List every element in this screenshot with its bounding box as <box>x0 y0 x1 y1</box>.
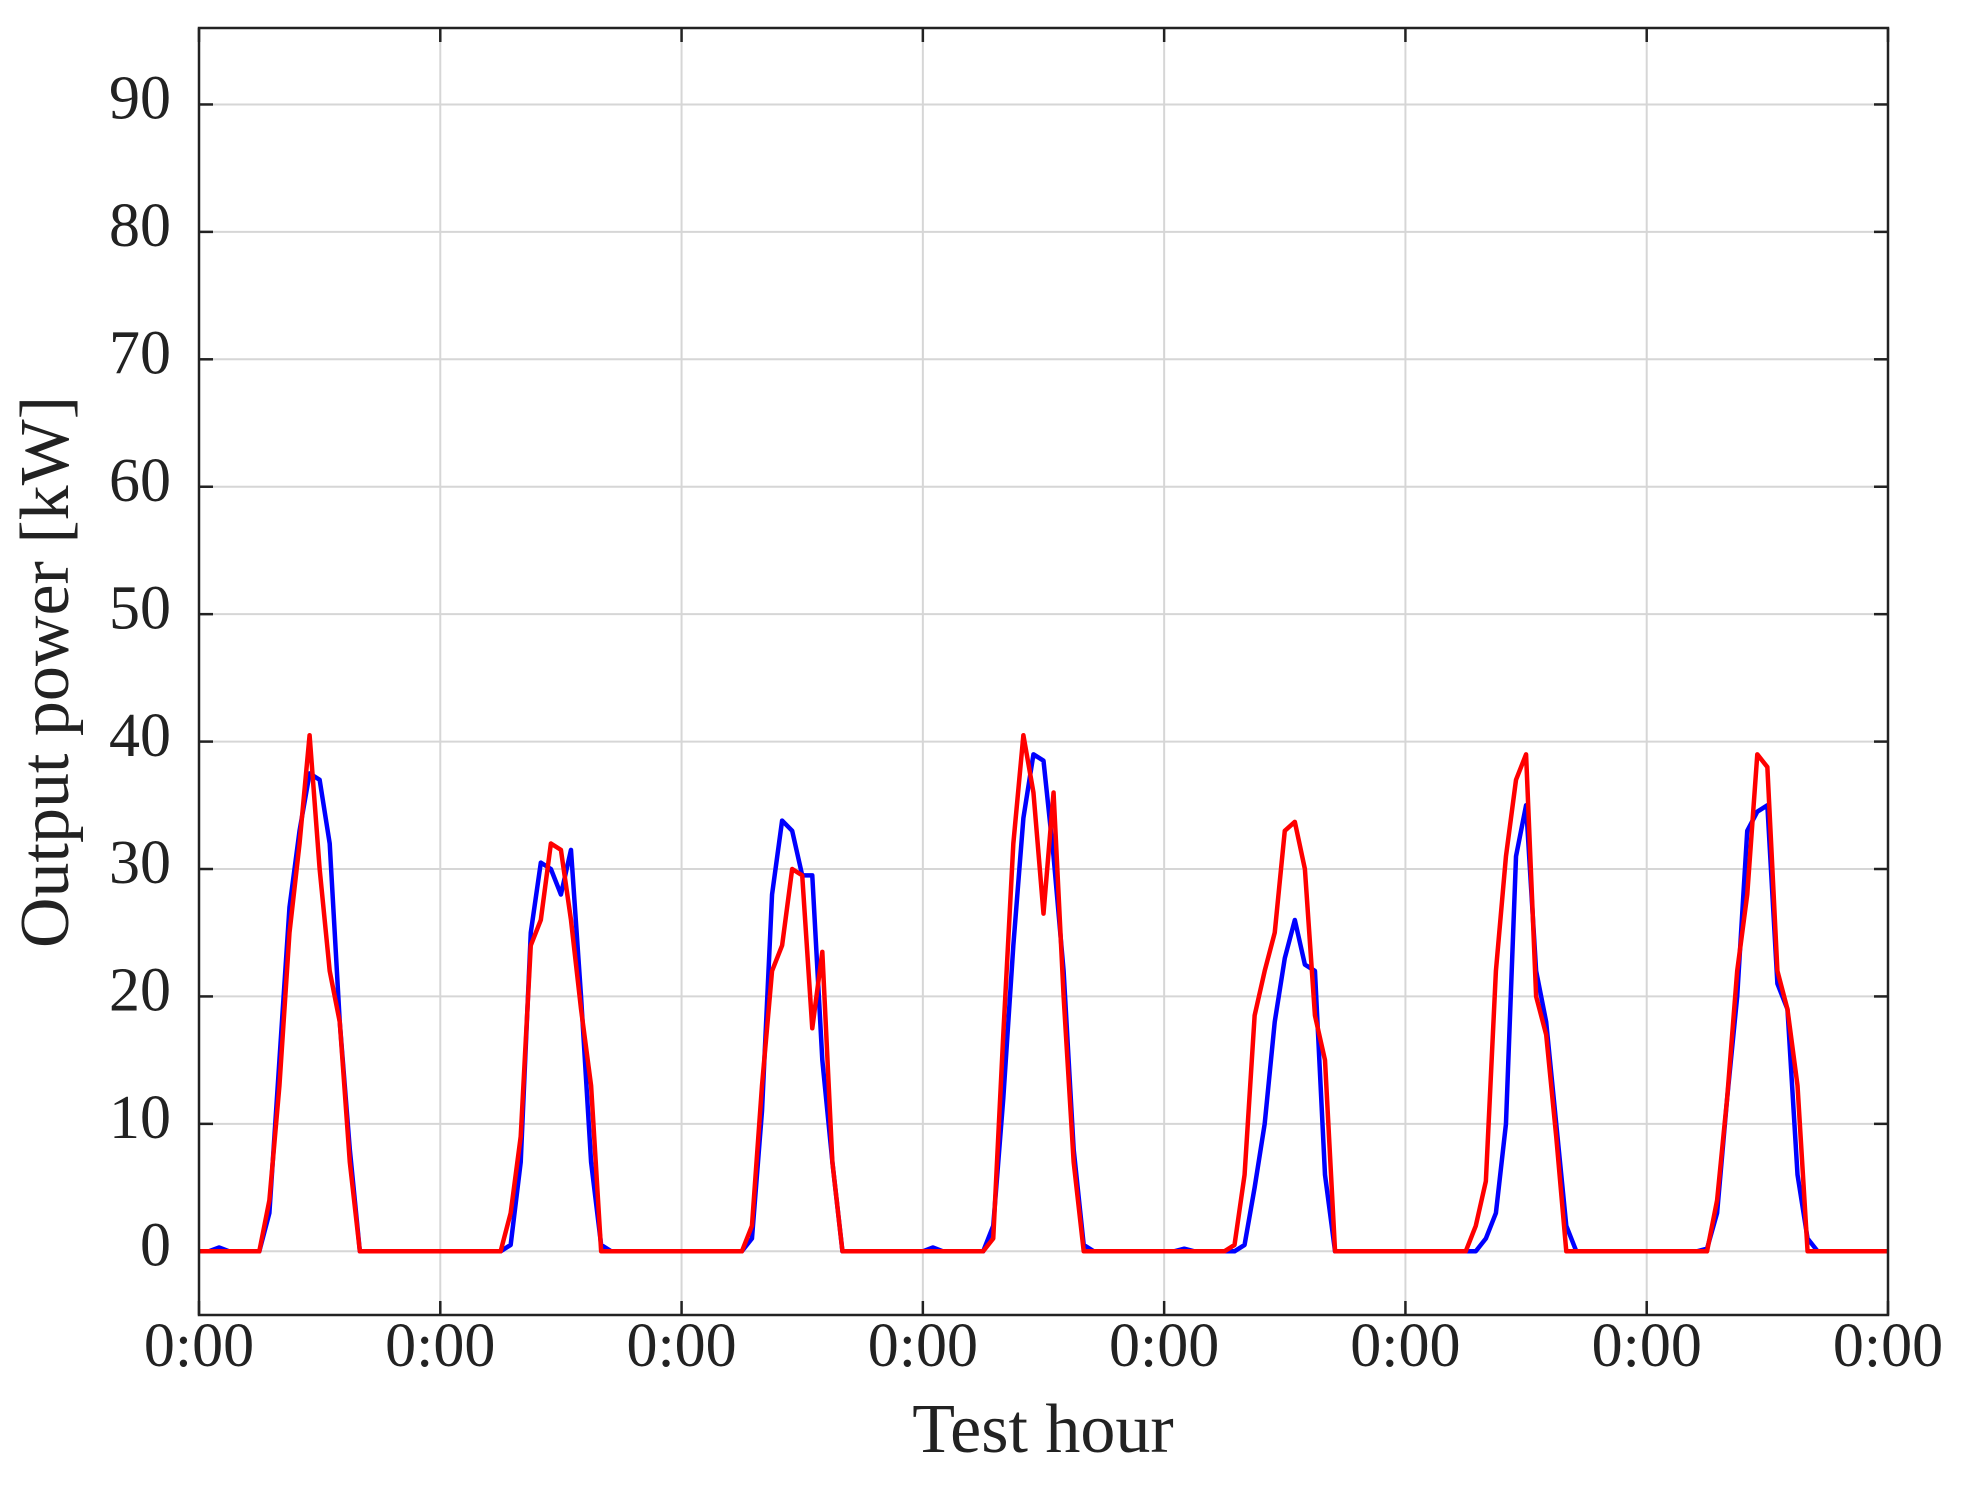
x-tick-label: 0:00 <box>1109 1312 1219 1380</box>
x-tick-label: 0:00 <box>868 1312 978 1380</box>
y-tick-label: 10 <box>109 1084 171 1152</box>
y-tick-label: 30 <box>109 829 171 897</box>
y-tick-label: 80 <box>109 192 171 260</box>
x-tick-label: 0:00 <box>1833 1312 1943 1380</box>
x-axis-label: Test hour <box>912 1391 1173 1468</box>
y-tick-label: 60 <box>109 447 171 515</box>
x-tick-label: 0:00 <box>144 1312 254 1380</box>
y-tick-label: 70 <box>109 320 171 388</box>
data-line <box>199 752 1888 1254</box>
y-tick-label: 0 <box>140 1212 171 1280</box>
y-tick-label: 50 <box>109 574 171 642</box>
x-tick-label: 0:00 <box>385 1312 495 1380</box>
y-tick-label: 90 <box>109 65 171 133</box>
x-tick-label: 0:00 <box>1350 1312 1460 1380</box>
plot-frame <box>197 26 1890 1317</box>
y-tick-label: 40 <box>109 702 171 770</box>
y-axis-label: Output power [kW] <box>7 396 84 948</box>
x-tick-label: 0:00 <box>1592 1312 1702 1380</box>
x-tick-label: 0:00 <box>626 1312 736 1380</box>
y-tick-label: 20 <box>109 957 171 1025</box>
data-line <box>199 732 1888 1254</box>
